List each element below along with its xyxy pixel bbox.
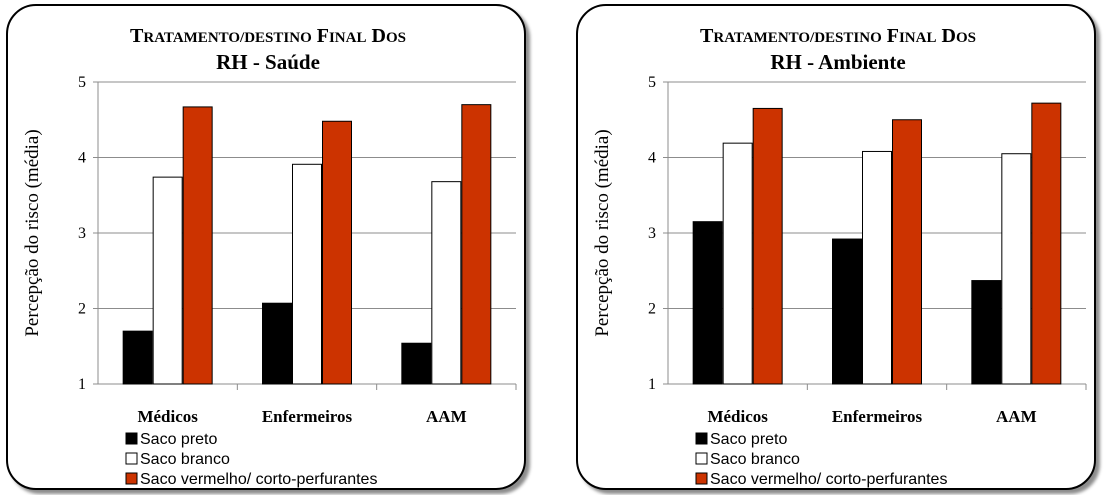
- bar-saco-preto-1: [262, 302, 292, 385]
- y-tick-label: 4: [78, 150, 86, 167]
- legend-label: Saco preto: [710, 431, 787, 448]
- category-label: Enfermeiros: [262, 407, 353, 426]
- chart-title-line2: RH - Ambiente: [770, 50, 905, 74]
- y-tick-label: 5: [78, 74, 86, 91]
- legend-label: Saco branco: [710, 451, 800, 468]
- chart-panel-ambiente: TRATAMENTO/DESTINO FINAL DOS RH - Ambient…: [576, 4, 1096, 490]
- bar-saco-vermelho-corto-perfurantes-1: [892, 119, 922, 385]
- category-label: AAM: [996, 407, 1037, 426]
- bar-saco-vermelho-corto-perfurantes-2: [461, 104, 492, 385]
- chart-title-line1: TRATAMENTO/DESTINO FINAL DOS: [700, 25, 976, 47]
- bar-saco-preto-2: [971, 280, 1002, 385]
- legend-label: Saco vermelho/ corto-perfurantes: [710, 471, 947, 488]
- y-tick-label: 4: [648, 150, 656, 167]
- y-tick-label: 2: [78, 301, 86, 318]
- bar-saco-preto-0: [692, 221, 723, 385]
- bar-saco-vermelho-corto-perfurantes-0: [752, 107, 783, 385]
- bar-saco-branco-2: [1001, 153, 1032, 385]
- bar-saco-branco-2: [431, 181, 462, 385]
- bar-saco-branco-0: [152, 176, 183, 385]
- bar-saco-branco-0: [722, 142, 753, 385]
- legend-swatch: [125, 452, 138, 465]
- y-tick-label: 1: [648, 376, 656, 393]
- y-tick-label: 3: [648, 225, 656, 242]
- legend-label: Saco vermelho/ corto-perfurantes: [140, 471, 377, 488]
- legend-swatch: [695, 472, 708, 485]
- category-label: Médicos: [137, 407, 198, 426]
- legend-label: Saco branco: [140, 451, 230, 468]
- y-axis-label: Percepção do risco (média): [22, 129, 43, 336]
- legend-swatch: [125, 472, 138, 485]
- legend-swatch: [695, 452, 708, 465]
- y-axis-label: Percepção do risco (média): [592, 129, 613, 336]
- y-tick-label: 2: [648, 301, 656, 318]
- chart-title-line2: RH - Saúde: [216, 50, 320, 74]
- chart-panel-saude: TRATAMENTO/DESTINO FINAL DOS RH - Saúde 1 2…: [6, 4, 526, 490]
- y-tick-label: 5: [648, 74, 656, 91]
- bar-saco-vermelho-corto-perfurantes-2: [1031, 102, 1062, 385]
- bar-saco-vermelho-corto-perfurantes-1: [322, 120, 352, 385]
- category-label: Enfermeiros: [832, 407, 923, 426]
- bar-saco-branco-1: [292, 163, 322, 385]
- legend-label: Saco preto: [140, 431, 217, 448]
- legend-swatch: [695, 432, 708, 445]
- category-label: AAM: [426, 407, 467, 426]
- bar-saco-preto-2: [401, 342, 432, 385]
- bar-saco-preto-0: [122, 330, 153, 385]
- chart-ambiente: TRATAMENTO/DESTINO FINAL DOS RH - Ambient…: [592, 25, 1087, 488]
- y-tick-label: 3: [78, 225, 86, 242]
- bar-saco-branco-1: [862, 150, 892, 385]
- chart-title-line1: TRATAMENTO/DESTINO FINAL DOS: [130, 25, 406, 47]
- bar-saco-vermelho-corto-perfurantes-0: [182, 106, 213, 385]
- legend-swatch: [125, 432, 138, 445]
- bar-saco-preto-1: [832, 238, 862, 385]
- y-tick-label: 1: [78, 376, 86, 393]
- chart-saude: TRATAMENTO/DESTINO FINAL DOS RH - Saúde 1 2…: [22, 25, 517, 488]
- category-label: Médicos: [707, 407, 768, 426]
